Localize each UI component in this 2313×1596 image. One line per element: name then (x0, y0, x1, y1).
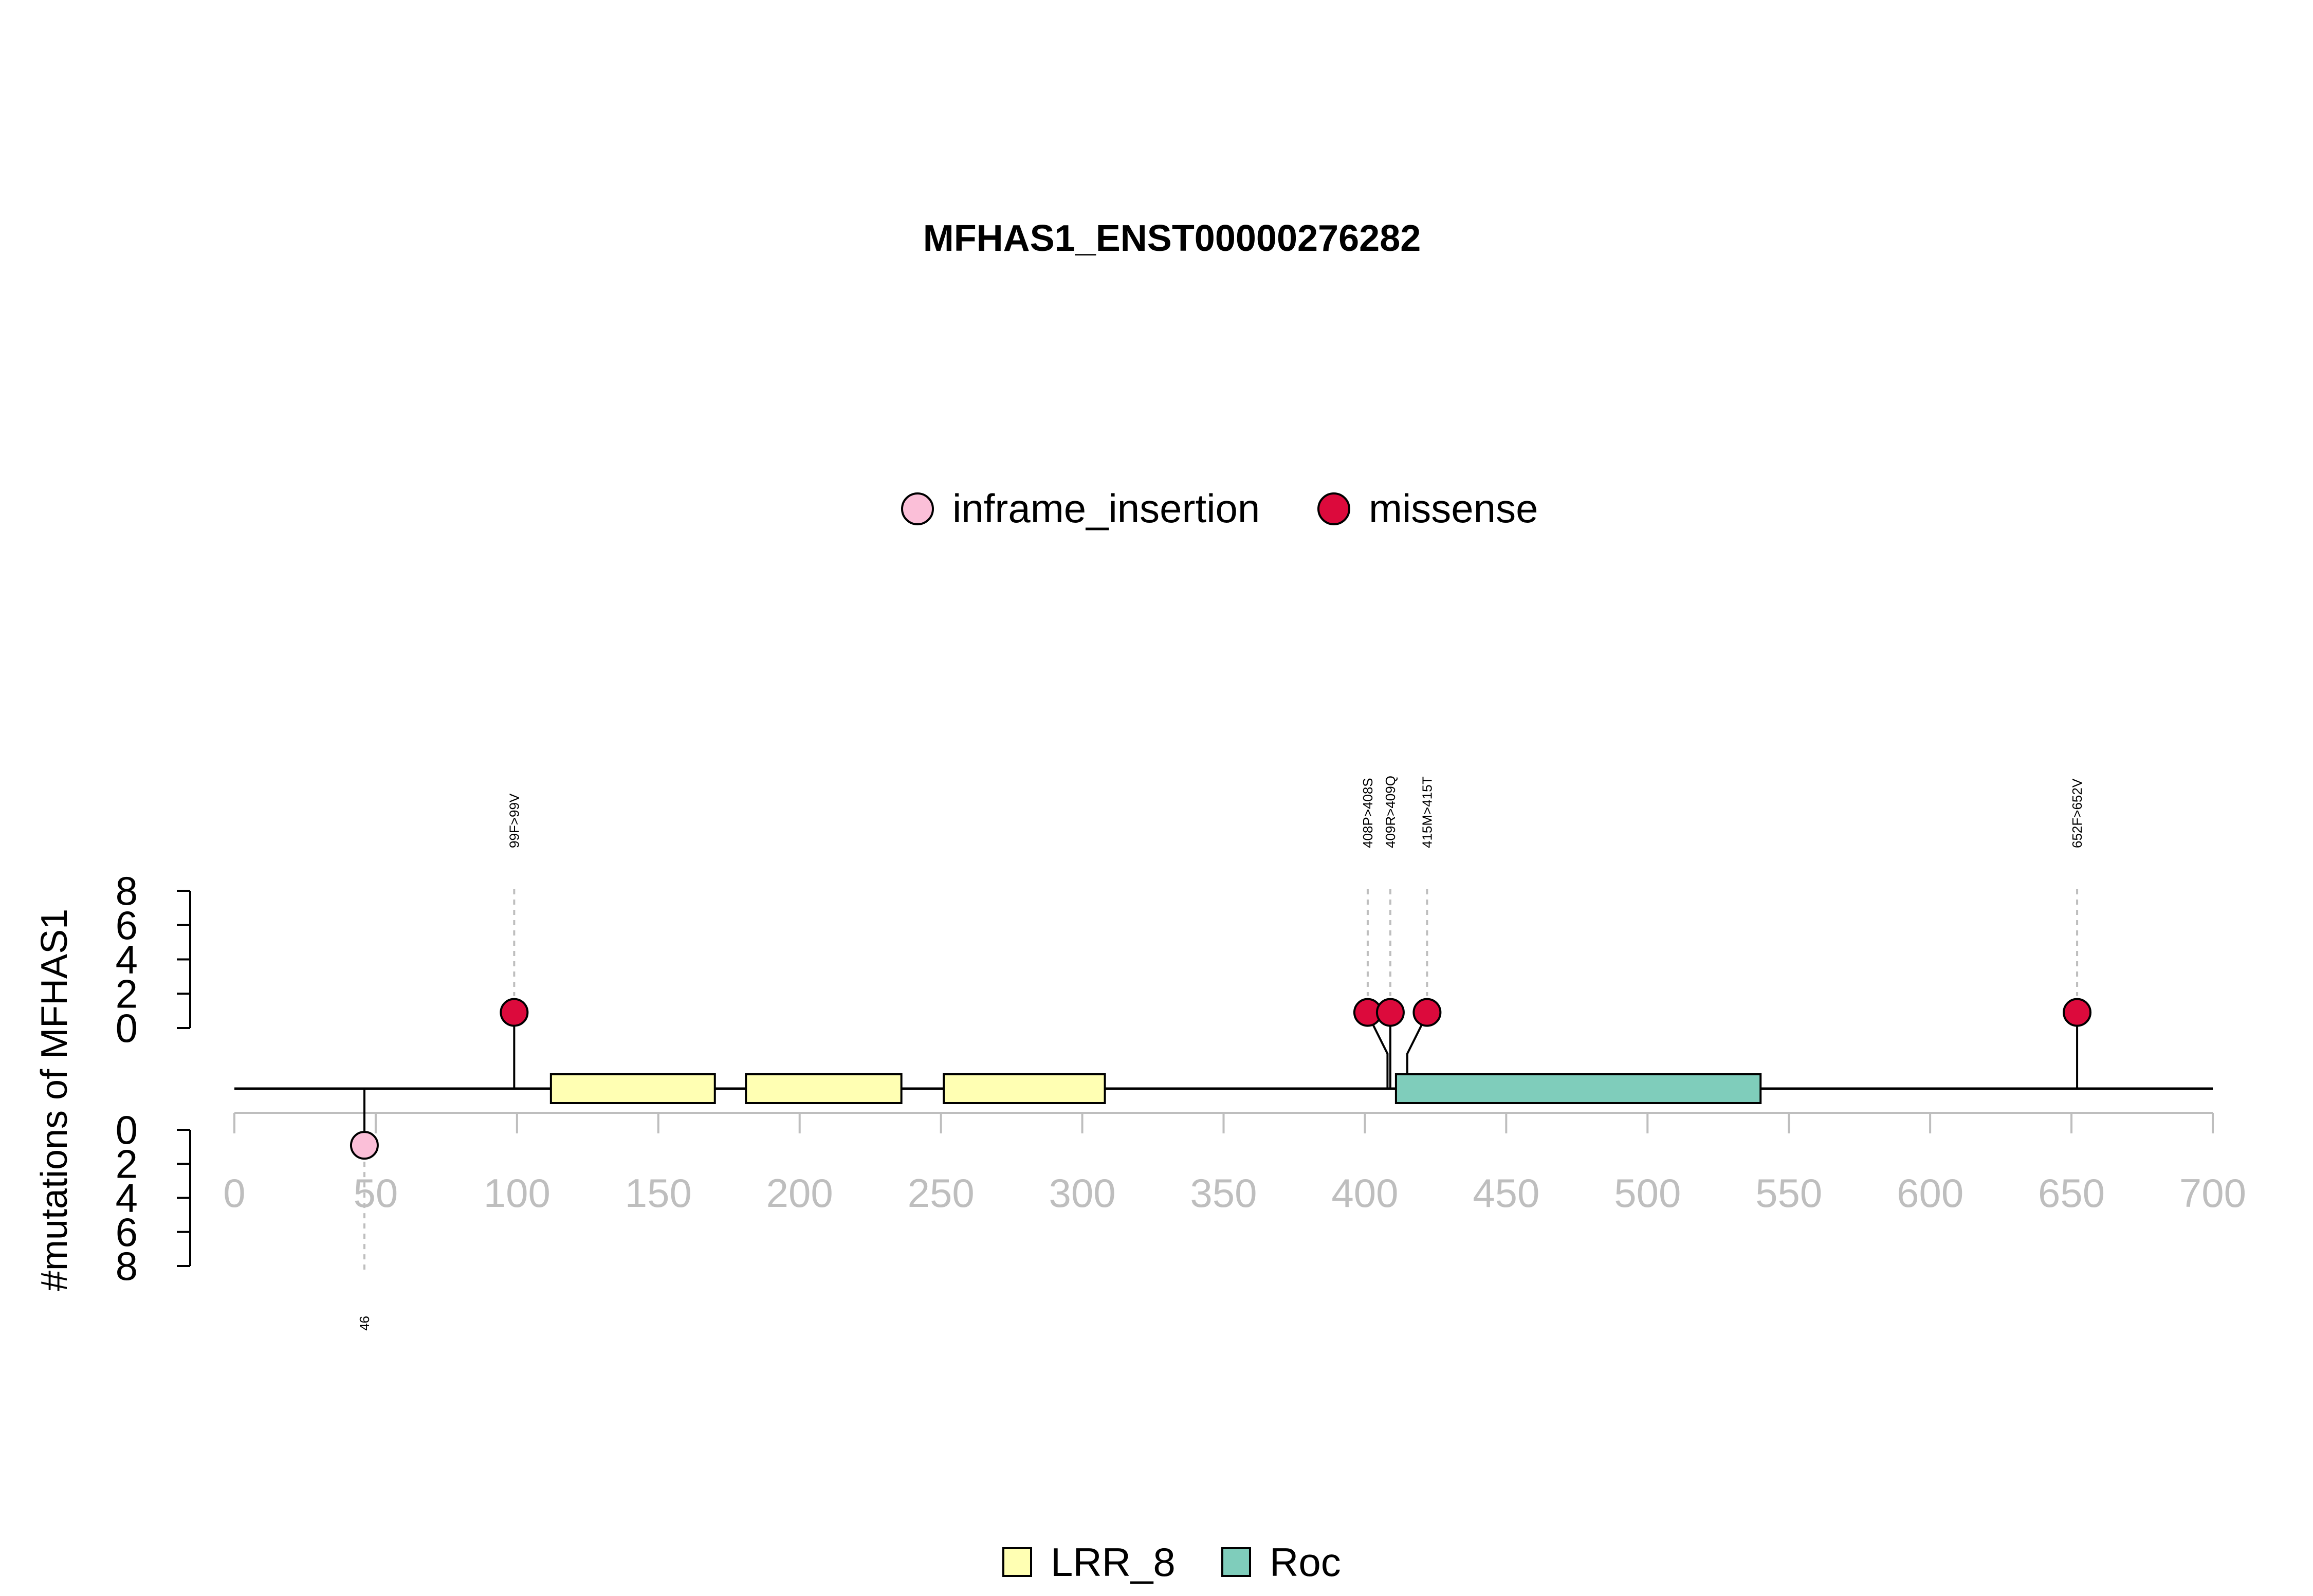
top-y-tick-label: 8 (116, 868, 138, 913)
x-tick-label: 450 (1473, 1170, 1539, 1216)
x-tick-label: 100 (484, 1170, 550, 1216)
x-tick-label: 0 (223, 1170, 245, 1216)
x-tick-label: 50 (354, 1170, 398, 1216)
x-tick-label: 700 (2179, 1170, 2246, 1216)
x-tick-label: 250 (908, 1170, 975, 1216)
legend-label-LRR_8: LRR_8 (1051, 1539, 1176, 1585)
top-y-tick-label: 2 (116, 971, 138, 1016)
domain-box-LRR_8 (549, 1073, 716, 1104)
bottom-y-tick-label: 6 (116, 1209, 138, 1255)
mutation-legend: inframe_insertion missense (901, 486, 1538, 531)
chart-title: MFHAS1_ENST00000276282 (923, 218, 1421, 259)
legend-swatch-inframe_insertion (901, 492, 934, 525)
legend-swatch-LRR_8 (1002, 1547, 1032, 1577)
top-y-tick-label: 6 (116, 903, 138, 948)
mutation-dot-missense (2063, 998, 2092, 1027)
bottom-y-tick-label: 8 (116, 1243, 138, 1289)
mutation-label: 415M>415T (1419, 776, 1435, 848)
x-tick-label: 350 (1190, 1170, 1257, 1216)
bottom-y-tick-label: 4 (116, 1176, 138, 1221)
bottom-y-tick-label: 0 (116, 1107, 138, 1152)
domain-layer (549, 1073, 1762, 1104)
mutation-label: 409R>409Q (1383, 776, 1398, 848)
domain-box-LRR_8 (745, 1073, 903, 1104)
mutation-label: 408P>408S (1360, 778, 1375, 848)
x-tick-label: 550 (1755, 1170, 1822, 1216)
top-y-tick-label: 0 (116, 1005, 138, 1051)
mutation-label: 652F>652V (2069, 778, 2085, 848)
legend-label-inframe_insertion: inframe_insertion (952, 486, 1260, 531)
mutation-label: 99F>99V (506, 793, 522, 848)
x-tick-label: 650 (2038, 1170, 2105, 1216)
x-tick-label: 600 (1897, 1170, 1963, 1216)
legend-label-missense: missense (1369, 486, 1538, 531)
y-axis-label: #mutations of MFHAS1 (34, 909, 75, 1291)
domain-box-Roc (1394, 1073, 1762, 1104)
legend-swatch-Roc (1221, 1547, 1251, 1577)
x-axis: 0 50 100 150 200 250 300 350 400 450 500 550 600 650 7… (223, 1112, 2246, 1216)
mutation-dot-missense (1412, 998, 1442, 1027)
lollipop-layer: 99F>99V 408P>408S 409R>409Q 415M>415T 652F>6… (350, 776, 2092, 1331)
mutation-dot-inframe_insertion (350, 1131, 379, 1160)
bottom-y-tick-label: 2 (116, 1141, 138, 1186)
x-tick-label: 400 (1331, 1170, 1398, 1216)
mutation-label: 46 (357, 1316, 372, 1331)
mutation-dot-missense (500, 998, 529, 1027)
x-tick-label: 500 (1614, 1170, 1681, 1216)
x-tick-label: 200 (766, 1170, 833, 1216)
top-y-tick-label: 4 (116, 937, 138, 982)
mutation-dot-missense (1375, 998, 1405, 1027)
domain-box-LRR_8 (943, 1073, 1106, 1104)
x-tick-label: 150 (625, 1170, 692, 1216)
domain-legend: LRR_8 Roc (1002, 1539, 1341, 1585)
legend-swatch-missense (1317, 492, 1350, 525)
legend-label-Roc: Roc (1270, 1539, 1341, 1585)
x-tick-label: 300 (1049, 1170, 1116, 1216)
